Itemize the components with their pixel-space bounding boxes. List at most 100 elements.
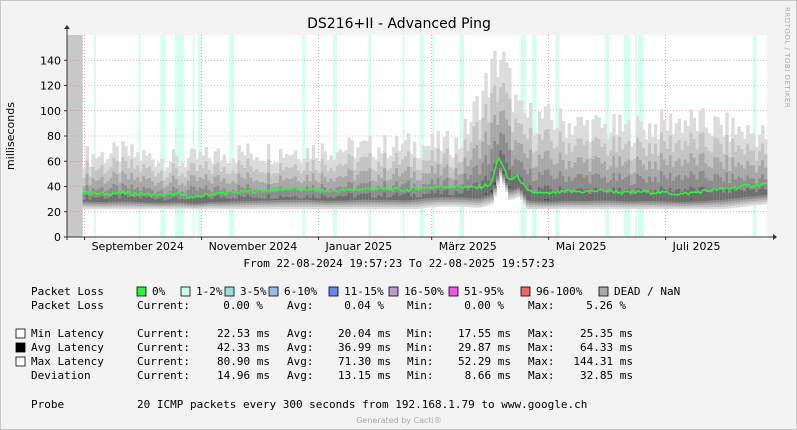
current-value: 42.33 ms <box>217 341 270 354</box>
smoke-band <box>430 190 435 198</box>
smoke-band <box>332 190 336 203</box>
loss-swatch <box>598 286 609 297</box>
loss-current-value: 0.00 % <box>223 299 263 312</box>
smoke-band <box>436 189 441 198</box>
smoke-band <box>609 180 613 203</box>
smoke-band <box>389 188 393 203</box>
smoke-band <box>183 199 188 203</box>
smoke-band <box>299 191 304 203</box>
loss-swatch <box>448 286 459 297</box>
smoke-band <box>112 194 116 202</box>
smoke-band <box>359 193 363 200</box>
smoke-band <box>210 198 214 203</box>
smoke-band <box>677 188 682 202</box>
smoke-band <box>576 188 580 201</box>
smoke-band <box>407 192 411 201</box>
smoke-band <box>412 183 417 203</box>
smoke-band <box>121 183 125 204</box>
smoke-band <box>174 197 179 203</box>
smoke-band <box>341 196 345 201</box>
smoke-band <box>534 192 539 202</box>
smoke-band <box>246 194 250 201</box>
smoke-band <box>531 192 536 202</box>
smoke-band <box>448 187 452 200</box>
smoke-band <box>362 183 366 203</box>
smoke-band <box>395 181 399 203</box>
loss-avg-label: Avg: <box>287 299 314 312</box>
smoke-band <box>207 197 211 203</box>
smoke-band <box>514 174 518 189</box>
smoke-band <box>249 196 253 201</box>
loss-max-value: 5.26 % <box>586 299 626 312</box>
smoke-band <box>261 198 265 201</box>
y-tick-label: 140 <box>40 54 61 67</box>
smoke-band <box>433 184 438 201</box>
smoke-band <box>311 194 316 201</box>
smoke-band <box>606 182 610 203</box>
smoke-band <box>380 188 384 203</box>
smoke-band <box>160 190 164 205</box>
max-label: Max: <box>528 327 555 340</box>
smoke-band <box>317 198 322 201</box>
smoke-band <box>689 186 693 202</box>
smoke-band <box>469 188 473 198</box>
smoke-band <box>222 188 226 204</box>
smoke-band <box>734 179 738 201</box>
smoke-band <box>222 196 226 202</box>
smoke-band <box>695 191 699 202</box>
smoke-band <box>142 195 146 203</box>
smoke-band <box>225 191 229 204</box>
loss-swatch <box>328 286 339 297</box>
smoke-band <box>308 197 313 200</box>
smoke-band <box>252 198 256 201</box>
smoke-band <box>755 192 759 196</box>
smoke-band <box>612 187 616 201</box>
smoke-band <box>633 194 637 202</box>
smoke-band <box>97 189 101 204</box>
smoke-band <box>383 181 387 203</box>
avg-value: 20.04 ms <box>338 327 391 340</box>
smoke-band <box>198 196 203 204</box>
smoke-band <box>368 192 372 200</box>
smoke-band <box>344 186 348 203</box>
smoke-band <box>264 198 268 201</box>
x-tick-label: März 2025 <box>439 240 497 253</box>
smoke-band <box>356 185 360 203</box>
x-tick-label: September 2024 <box>92 240 184 253</box>
smoke-band <box>299 198 304 200</box>
smoke-band <box>154 199 158 203</box>
smoke-band <box>540 188 545 202</box>
smoke-band <box>130 194 134 202</box>
smoke-band <box>594 187 598 201</box>
packet-loss-legend: 0% 1-2% 3-5% 6-10% 11-15% 16-50% 51-95% 96-100%… <box>136 285 680 298</box>
smoke-band <box>282 189 286 203</box>
smoke-band <box>365 183 369 203</box>
smoke-band <box>305 195 310 200</box>
smoke-band <box>746 175 750 200</box>
smoke-band <box>665 191 670 202</box>
packet-loss-label: Packet Loss <box>31 285 104 298</box>
y-tick-label: 100 <box>40 105 61 118</box>
smoke-band <box>240 196 244 202</box>
max-value: 25.35 ms <box>580 327 633 340</box>
smoke-band <box>662 189 667 202</box>
smoke-band <box>133 189 137 204</box>
smoke-band <box>279 195 283 200</box>
smoke-band <box>210 191 214 204</box>
smoke-band <box>157 198 161 203</box>
smoke-band <box>267 184 271 203</box>
smoke-band <box>174 188 179 204</box>
smoke-band <box>288 188 292 203</box>
max-label: Max: <box>528 355 555 368</box>
smoke-band <box>478 187 482 199</box>
smoke-band <box>383 192 387 200</box>
smoke-band <box>115 185 119 204</box>
smoke-band <box>136 187 140 204</box>
smoke-band <box>404 193 408 201</box>
y-tick-label: 120 <box>40 80 61 93</box>
smoke-band <box>371 189 375 203</box>
min-label: Min: <box>407 341 434 354</box>
y-tick-label: 20 <box>47 206 61 219</box>
smoke-band <box>85 185 89 204</box>
smoke-band <box>219 190 223 204</box>
